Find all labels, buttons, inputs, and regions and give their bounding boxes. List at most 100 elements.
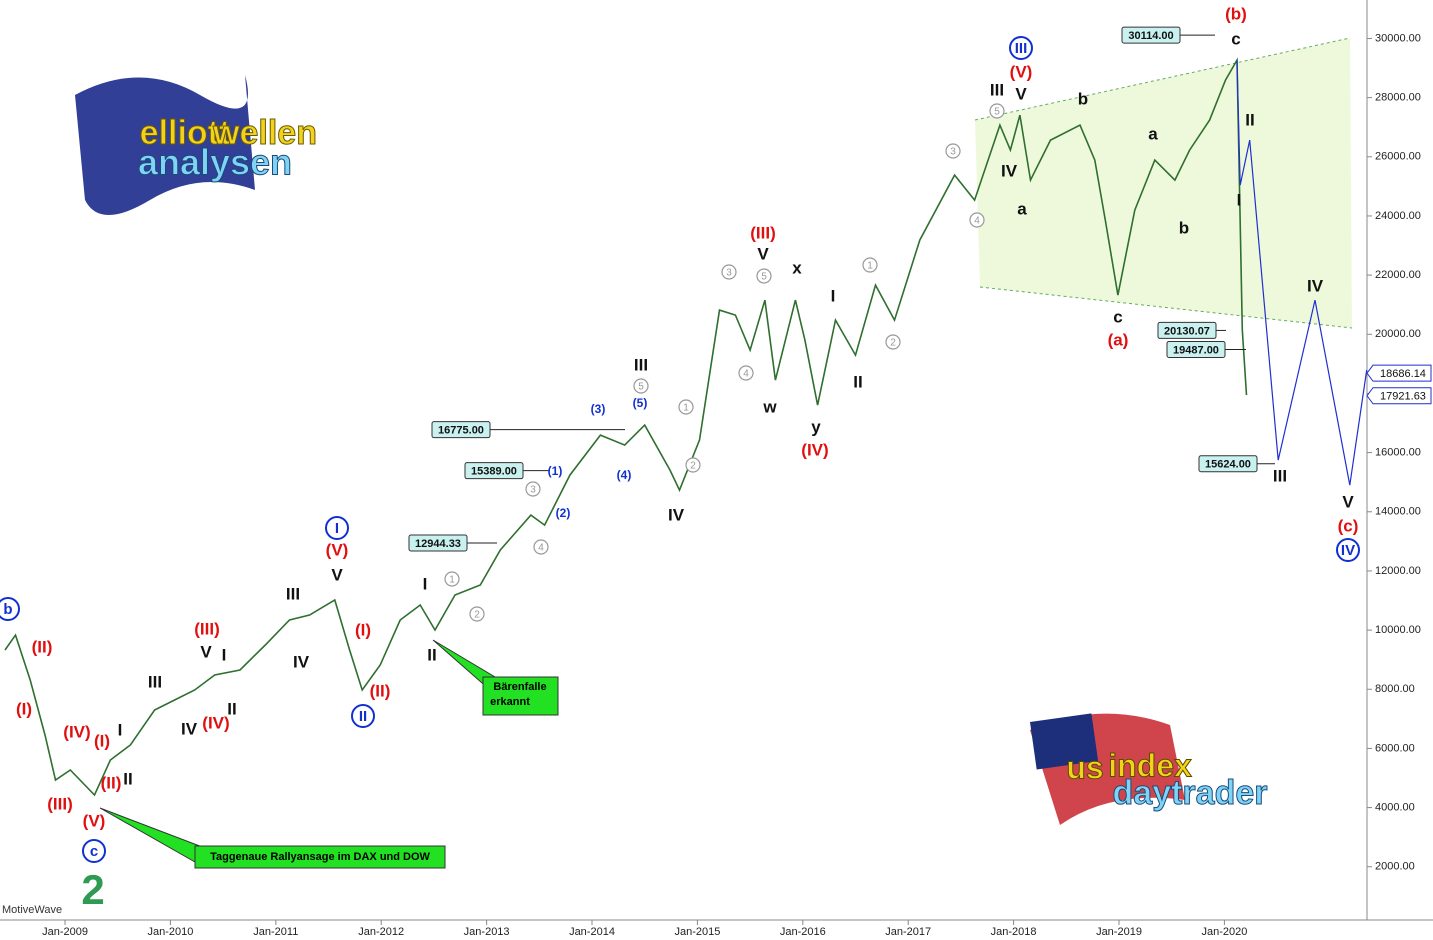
price-label: 15624.00 bbox=[1205, 459, 1251, 471]
x-tick-label: Jan-2011 bbox=[253, 926, 298, 938]
price-box bbox=[1166, 340, 1226, 358]
wave-label: (I) bbox=[16, 699, 32, 718]
logo-text: us bbox=[1066, 749, 1103, 785]
wave-label: (b) bbox=[1225, 4, 1247, 23]
wave-label: x bbox=[792, 258, 802, 277]
wave-circle bbox=[685, 457, 701, 473]
logo-text: analysen bbox=[138, 142, 292, 183]
x-tick-label: Jan-2012 bbox=[358, 926, 404, 938]
wave-label: 2 bbox=[474, 610, 480, 621]
logo-text: wellen bbox=[212, 114, 317, 152]
wave-label: b bbox=[1179, 218, 1189, 237]
wave-label: V bbox=[1015, 84, 1027, 103]
price-box bbox=[408, 534, 468, 552]
wave-label: 1 bbox=[449, 575, 455, 586]
wave-label: (I) bbox=[355, 620, 371, 639]
wave-label: II bbox=[123, 769, 132, 788]
big-label: 2 bbox=[81, 866, 104, 913]
callout: Taggenaue Rallyansage im DAX und DOW bbox=[99, 807, 446, 869]
price-box bbox=[1157, 321, 1217, 339]
wave-label: (III) bbox=[750, 223, 776, 242]
callout: Bärenfalle erkannt bbox=[432, 639, 559, 716]
wave-circle bbox=[1009, 36, 1033, 60]
wave-label: c bbox=[90, 843, 98, 860]
x-tick-label: Jan-2018 bbox=[991, 926, 1037, 938]
wave-label: (II) bbox=[101, 773, 122, 792]
wave-label: II bbox=[227, 699, 236, 718]
wave-label: V bbox=[200, 642, 212, 661]
wave-label: I bbox=[1237, 190, 1242, 209]
logo-text: elliott bbox=[140, 114, 231, 152]
wave-circle bbox=[525, 481, 541, 497]
callout-text: Bärenfalle bbox=[493, 681, 546, 693]
x-tick-label: Jan-2017 bbox=[885, 926, 931, 938]
channel-line bbox=[979, 286, 1353, 329]
y-tick-label: 8000.00 bbox=[1375, 683, 1415, 695]
wave-label: (4) bbox=[617, 468, 632, 482]
wave-label: 1 bbox=[867, 261, 873, 272]
wave-label: II bbox=[1245, 110, 1254, 129]
wave-label: III bbox=[1015, 40, 1028, 57]
wave-label: (a) bbox=[1108, 330, 1129, 349]
price-box bbox=[1121, 26, 1181, 44]
wave-label: V bbox=[1342, 492, 1354, 511]
price-label: 15389.00 bbox=[471, 466, 517, 478]
wave-label: (III) bbox=[47, 794, 73, 813]
wave-label: (5) bbox=[633, 396, 648, 410]
wave-label: a bbox=[1017, 199, 1027, 218]
watermark: MotiveWave bbox=[2, 904, 62, 916]
axis-price-box bbox=[1366, 387, 1432, 405]
y-tick-label: 6000.00 bbox=[1375, 742, 1415, 754]
logo-text: index bbox=[1108, 747, 1192, 783]
wave-label: 5 bbox=[994, 107, 1000, 118]
wave-label: 2 bbox=[890, 338, 896, 349]
wave-label: I bbox=[335, 520, 339, 537]
wave-label: (V) bbox=[1010, 62, 1033, 81]
price-line bbox=[4, 57, 1248, 797]
wave-label: 4 bbox=[743, 369, 749, 380]
wave-circle bbox=[678, 399, 694, 415]
wave-label: 3 bbox=[726, 268, 732, 279]
wave-circle bbox=[969, 212, 985, 228]
wave-label: (2) bbox=[556, 506, 571, 520]
wave-label: w bbox=[762, 397, 777, 416]
wave-label: 1 bbox=[683, 403, 689, 414]
y-tick-label: 10000.00 bbox=[1375, 624, 1421, 636]
wave-label: III bbox=[286, 584, 300, 603]
wave-circle bbox=[533, 539, 549, 555]
price-label: 12944.33 bbox=[415, 538, 461, 550]
price-box bbox=[1198, 455, 1258, 473]
wave-circle bbox=[756, 268, 772, 284]
y-tick-label: 2000.00 bbox=[1375, 861, 1415, 873]
wave-label: c bbox=[1231, 29, 1240, 48]
wave-label: (V) bbox=[326, 540, 349, 559]
wave-label: (c) bbox=[1338, 516, 1359, 535]
price-label: 30114.00 bbox=[1128, 30, 1173, 42]
y-tick-label: 16000.00 bbox=[1375, 447, 1421, 459]
x-tick-label: Jan-2020 bbox=[1201, 926, 1247, 938]
wave-label: II bbox=[853, 372, 862, 391]
wave-circle bbox=[325, 516, 349, 540]
x-tick-label: Jan-2014 bbox=[569, 926, 615, 938]
wave-label: III bbox=[148, 672, 162, 691]
wave-circle bbox=[738, 365, 754, 381]
callout-box bbox=[194, 845, 446, 869]
wave-label: III bbox=[1273, 466, 1287, 485]
wave-label: 4 bbox=[974, 216, 980, 227]
wave-label: 3 bbox=[530, 485, 536, 496]
wave-label: IV bbox=[293, 652, 310, 671]
axis-price-box bbox=[1366, 364, 1432, 382]
callout-text: Taggenaue Rallyansage im DAX und DOW bbox=[210, 851, 430, 863]
logo-elliott: elliott wellen analysen bbox=[75, 75, 317, 215]
wave-label: (II) bbox=[370, 681, 391, 700]
x-tick-label: Jan-2009 bbox=[42, 926, 88, 938]
wave-label: IV bbox=[181, 719, 198, 738]
price-box bbox=[464, 462, 524, 480]
wave-label: (III) bbox=[194, 619, 220, 638]
wave-label: I bbox=[118, 720, 123, 739]
wave-circle bbox=[633, 378, 649, 394]
projection-line bbox=[1236, 60, 1368, 486]
y-tick-label: 14000.00 bbox=[1375, 506, 1421, 518]
y-tick-label: 12000.00 bbox=[1375, 565, 1421, 577]
wave-label: V bbox=[757, 244, 769, 263]
